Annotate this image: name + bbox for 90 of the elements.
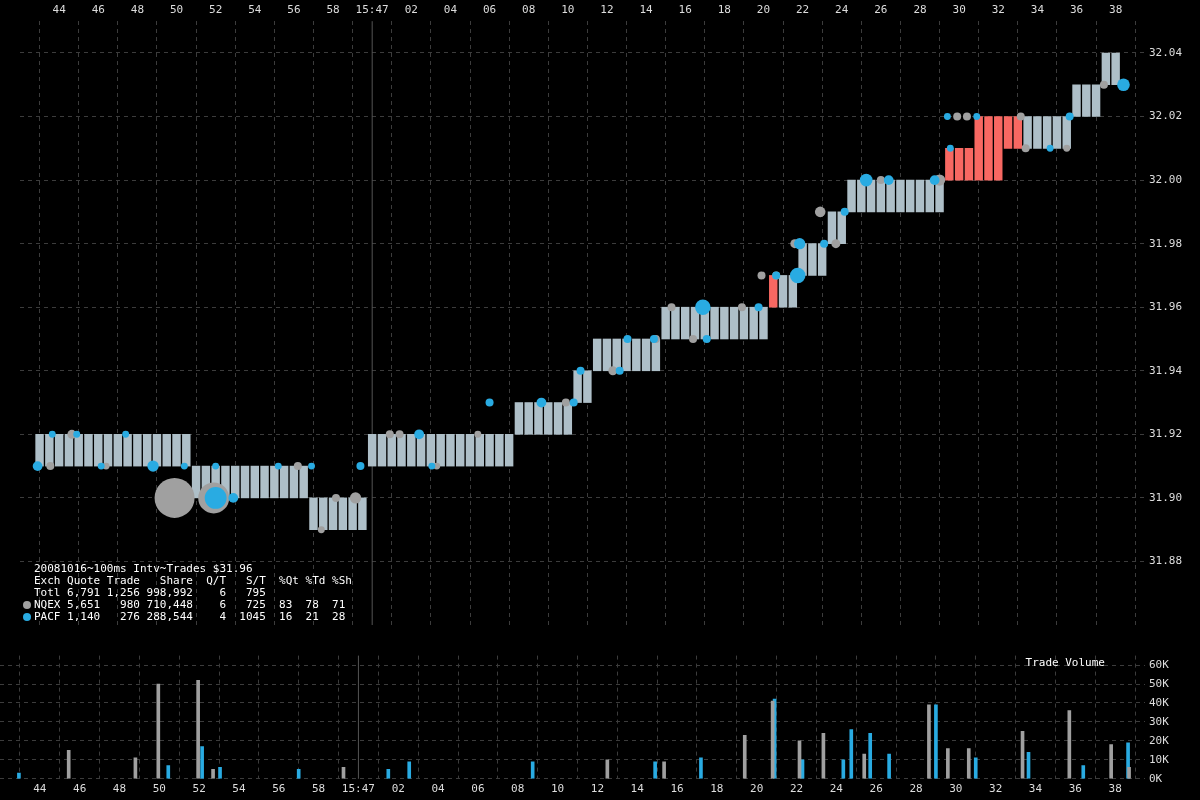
x-tick-label: 52 <box>192 782 206 796</box>
x-tick-label: 46 <box>91 3 105 17</box>
bar <box>240 465 250 499</box>
y-tick-label: 50K <box>1149 676 1170 690</box>
x-tick-label: 20 <box>756 3 771 17</box>
x-tick-label: 38 <box>1108 782 1122 796</box>
annotation: Trade Volume <box>1025 656 1105 670</box>
bar <box>367 434 377 467</box>
x-tick-label: 22 <box>795 3 810 17</box>
x-tick-label: 10 <box>561 3 575 17</box>
x-tick-label: 28 <box>909 782 923 796</box>
x-tick-label: 28 <box>913 3 927 17</box>
x-tick-label: 24 <box>835 3 849 17</box>
x-tick-label: 12 <box>600 3 614 17</box>
y-tick-label: 20K <box>1149 733 1170 747</box>
bar <box>465 434 475 467</box>
x-tick-label: 04 <box>443 3 458 17</box>
bar <box>1052 116 1062 149</box>
bar <box>602 338 612 372</box>
y-tick-label: 40K <box>1149 695 1170 709</box>
legend-label: PACF <box>34 609 61 623</box>
bar <box>778 275 788 308</box>
legend-label: NQEX <box>34 597 61 611</box>
bar <box>377 434 387 467</box>
x-tick-label: 44 <box>33 782 47 796</box>
x-tick-label: 08 <box>522 3 536 17</box>
x-tick-label: 20 <box>750 782 764 796</box>
x-tick-label: 02 <box>391 782 405 796</box>
x-tick-label: 36 <box>1068 782 1082 796</box>
x-tick-label: 30 <box>952 3 966 17</box>
y-tick-label: 60K <box>1149 657 1170 671</box>
x-tick-label: 04 <box>431 782 446 796</box>
x-tick-label: 16 <box>678 3 692 17</box>
bar <box>915 179 925 213</box>
y-tick-label: 31.88 <box>1149 554 1183 568</box>
x-tick-label: 34 <box>1028 782 1043 796</box>
x-tick-label: 48 <box>112 782 127 796</box>
y-tick-label: 0K <box>1149 771 1163 785</box>
x-tick-label: 32 <box>991 3 1005 17</box>
x-tick-label: 06 <box>482 3 497 17</box>
x-tick-label: 26 <box>869 782 883 796</box>
annotation: 20081016~100ms Intv~Trades $31.96 <box>34 561 253 575</box>
annotation: 1,140 276 288,544 4 1045 16 21 28 <box>67 609 346 623</box>
y-tick-label: 10K <box>1149 752 1170 766</box>
y-tick-label: 31.96 <box>1149 300 1183 314</box>
x-tick-label: 24 <box>829 782 844 796</box>
x-tick-label: 06 <box>471 782 485 796</box>
bar <box>553 402 563 435</box>
x-tick-label: 32 <box>989 782 1003 796</box>
x-tick-label: 22 <box>789 782 804 796</box>
x-tick-label: 15:47 <box>355 3 389 17</box>
x-tick-label: 02 <box>404 3 418 17</box>
y-tick-label: 32.02 <box>1149 109 1183 123</box>
x-tick-label: 16 <box>670 782 684 796</box>
x-tick-label: 10 <box>550 782 565 796</box>
x-tick-label: 14 <box>630 782 645 796</box>
x-tick-label: 26 <box>874 3 888 17</box>
x-tick-label: 30 <box>949 782 963 796</box>
x-tick-label: 18 <box>717 3 731 17</box>
y-tick-label: 31.90 <box>1149 490 1183 504</box>
x-tick-label: 12 <box>590 782 605 796</box>
x-tick-label: 56 <box>287 3 301 17</box>
y-tick-label: 31.98 <box>1149 236 1183 250</box>
annotation: Exch Quote Trade Share Q/T S/T %Qt %Td %Sh <box>34 573 352 587</box>
x-tick-label: 54 <box>248 3 262 17</box>
x-tick-label: 50 <box>152 782 166 796</box>
bar <box>1003 116 1013 149</box>
y-tick-label: 32.04 <box>1149 45 1183 59</box>
x-tick-label: 38 <box>1109 3 1123 17</box>
x-tick-label: 14 <box>639 3 654 17</box>
annotation: 5,651 980 710,448 6 725 83 78 71 <box>67 597 346 611</box>
x-tick-label: 56 <box>272 782 286 796</box>
x-tick-label: 54 <box>232 782 246 796</box>
x-tick-label: 52 <box>209 3 223 17</box>
x-tick-label: 50 <box>169 3 184 17</box>
annotation: Totl 6,791 1,256 998,992 6 795 <box>34 585 266 599</box>
x-tick-label: 18 <box>710 782 724 796</box>
x-tick-label: 34 <box>1030 3 1045 17</box>
x-tick-label: 58 <box>311 782 326 796</box>
y-tick-label: 30K <box>1149 714 1170 728</box>
x-tick-label: 46 <box>73 782 87 796</box>
x-tick-label: 36 <box>1069 3 1084 17</box>
x-tick-label: 58 <box>326 3 340 17</box>
x-tick-label: 15:47 <box>341 782 375 796</box>
y-tick-label: 32.00 <box>1149 172 1183 186</box>
x-tick-label: 44 <box>52 3 67 17</box>
y-tick-label: 31.92 <box>1149 427 1183 441</box>
y-tick-label: 31.94 <box>1149 363 1183 377</box>
x-tick-label: 48 <box>130 3 145 17</box>
x-tick-label: 08 <box>511 782 525 796</box>
